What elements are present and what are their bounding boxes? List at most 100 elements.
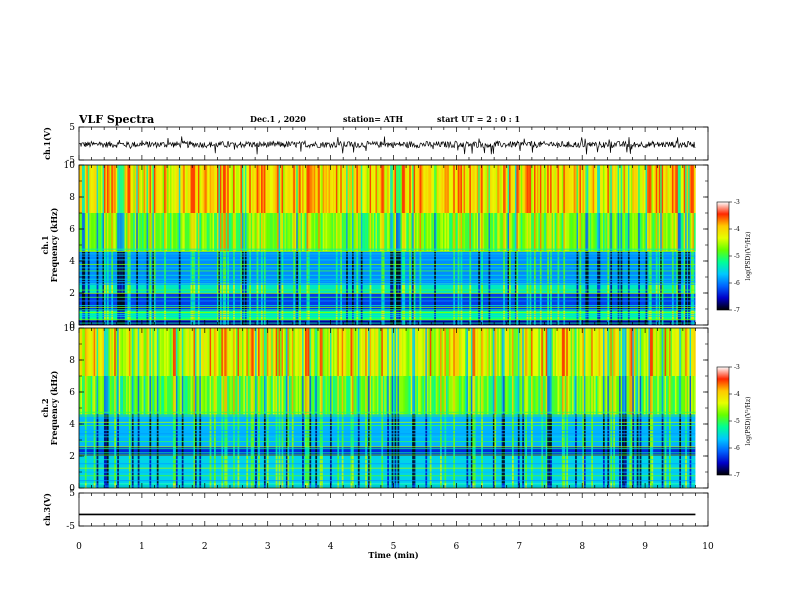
ch2-spectrogram-streak [663, 376, 665, 415]
ch2-spectrogram-streak [155, 328, 158, 376]
ch1-spectrogram-streak [130, 165, 133, 213]
ch1-spectrogram-streak [184, 165, 187, 213]
ch2-spectrogram-streak [263, 328, 266, 376]
ch2-spectrogram-streak [112, 328, 115, 376]
ch2-spectrogram-streak [307, 328, 310, 376]
ch2-spectrogram-streak [143, 376, 146, 415]
ch1-spectrogram-streak [382, 310, 385, 321]
ch1-spectrogram-streak [277, 165, 279, 213]
ch1-spectrogram-streak [111, 165, 114, 213]
ch1-spectrogram-streak [567, 165, 570, 213]
ch1-spectrogram-streak [447, 213, 450, 252]
ch1-spectrogram-streak [335, 293, 338, 311]
ch1-spectrogram-streak [683, 283, 686, 293]
ch1-spectrogram-streak [340, 213, 343, 252]
ch1-spectrogram-streak [341, 213, 344, 252]
ch1-spectrogram-streak [356, 310, 359, 321]
ch1-spectrogram-streak [197, 293, 200, 311]
ch1-spectrogram-streak [375, 213, 378, 252]
ch1-spectrogram-streak [569, 165, 571, 213]
ch1-spectrogram-streak [378, 165, 381, 213]
ch1-spectrogram-streak [404, 213, 407, 252]
ch1-spectrogram-streak [256, 283, 259, 293]
ch1-spectrogram-streak [510, 213, 513, 252]
ch2-spectrogram-narrowband [79, 448, 696, 450]
ch1-spectrogram-streak [485, 165, 488, 213]
ch2-spectrogram-streak [393, 376, 395, 415]
ch1-spectrogram-streak [302, 165, 304, 213]
ch1-spectrogram-streak [281, 293, 284, 311]
ch2-spectrogram-streak [83, 328, 86, 376]
ch2-spectrogram-streak [630, 376, 633, 415]
ch2-spectrogram-streak [243, 328, 246, 376]
ch2-spectrogram-streak [420, 328, 423, 376]
ch2-spectrogram-streak [284, 328, 287, 376]
ch1-spectrogram-streak [406, 165, 409, 213]
ch2-spectrogram-streak [495, 376, 498, 415]
ch2-spectrogram-streak [156, 456, 159, 484]
ch1-spectrogram-streak [551, 165, 554, 213]
ch2-spectrogram-streak [324, 328, 326, 376]
ch1-spectrogram-streak [570, 165, 573, 213]
ch1-spectrogram-streak [586, 283, 589, 293]
ch1-spectrogram-streak [434, 213, 436, 252]
ch1-spectrogram-streak [604, 213, 607, 252]
ch2-spectrogram-streak [658, 328, 661, 376]
ch1-spectrogram-streak [563, 213, 566, 252]
ch2-spectrogram-streak [594, 376, 596, 415]
ch2-spectrogram-ytick-label: 10 [64, 324, 76, 334]
ch1-spectrogram-streak [258, 165, 260, 213]
ch1-spectrogram-streak [369, 293, 372, 311]
ch2-spectrogram-streak [432, 376, 435, 415]
ch1-spectrogram-streak [608, 165, 611, 213]
ch1-spectrogram-streak [648, 213, 651, 252]
ch1-spectrogram-streak [397, 283, 400, 293]
ch1-spectrogram-streak [278, 293, 281, 311]
ch2-spectrogram-streak [469, 328, 472, 376]
ch2-spectrogram-streak [329, 328, 332, 376]
ch1-spectrogram-streak [149, 310, 152, 321]
ch2-spectrogram-streak [485, 328, 488, 376]
ch2-spectrogram-streak [84, 446, 87, 456]
ch1-spectrogram-streak [638, 283, 640, 293]
ch2-spectrogram-streak [447, 376, 450, 415]
ch1-spectrogram-streak [238, 213, 241, 252]
ch1-spectrogram-streak [533, 283, 536, 293]
ch2-spectrogram-streak [296, 328, 298, 376]
ch2-spectrogram-streak [174, 456, 177, 484]
ch2-spectrogram-streak [667, 376, 670, 415]
ch2-spectrogram-streak [685, 376, 687, 415]
ch2-spectrogram-streak [387, 456, 389, 484]
ch2-spectrogram-streak [397, 456, 400, 484]
ch2-spectrogram-streak [255, 446, 257, 456]
ch2-spectrogram-streak [313, 376, 316, 415]
ch1-spectrogram-streak [645, 283, 648, 293]
ch1-spectrogram-streak [390, 293, 392, 311]
ch1-spectrogram-streak [291, 165, 294, 213]
ch2-spectrogram-streak [271, 328, 274, 376]
ch2-spectrogram-streak [196, 328, 199, 376]
ch2-spectrogram-streak [492, 446, 495, 456]
ch2-spectrogram-streak [390, 376, 392, 415]
ch2-spectrogram-streak [214, 446, 216, 456]
ch2-spectrogram-streak [591, 376, 593, 415]
ch2-spectrogram-streak [172, 328, 175, 376]
ch2-spectrogram-streak [660, 376, 662, 415]
ch1-spectrogram-streak [516, 283, 519, 293]
ch2-spectrogram-streak [629, 328, 632, 376]
ch2-spectrogram-streak [356, 328, 359, 376]
ch2-spectrogram-streak [228, 376, 231, 415]
ch1-spectrogram-streak [178, 283, 181, 293]
ch2-spectrogram-streak [601, 328, 604, 376]
ch1-spectrogram-streak [244, 310, 247, 321]
ch1-spectrogram-streak [332, 165, 335, 213]
ch2-spectrogram-streak [249, 376, 252, 415]
ch2-spectrogram-streak [114, 328, 116, 376]
ch1-spectrogram-streak [418, 165, 420, 213]
ch2-spectrogram-streak [432, 328, 435, 376]
ch1-spectrogram-streak [334, 165, 337, 213]
ch2-spectrogram-streak [435, 328, 438, 376]
ch3-waveform-ytick-label: 5 [69, 489, 75, 499]
ch1-spectrogram-narrowband [79, 300, 696, 302]
ch2-spectrogram-streak [365, 376, 367, 415]
